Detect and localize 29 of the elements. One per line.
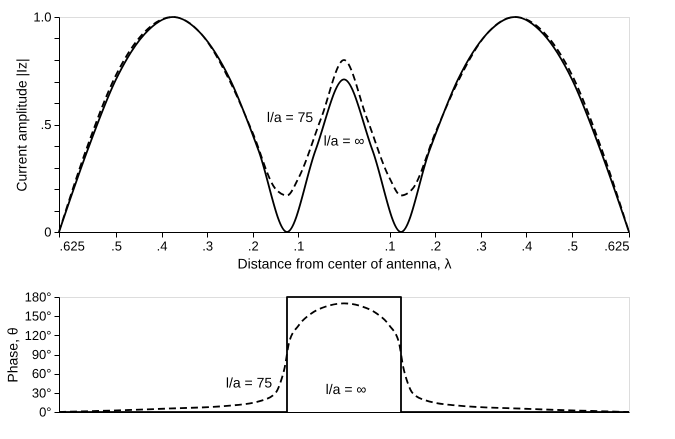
series-label: l/a = 75 — [266, 109, 314, 126]
x-tick-label: .1 — [384, 238, 396, 254]
x-tick-label: .625 — [60, 238, 85, 254]
y-tick-label: 180° — [24, 290, 52, 304]
y-tick-label: 90° — [32, 347, 52, 362]
y-tick-label: 60° — [32, 366, 52, 382]
x-tick-label: .2 — [430, 238, 442, 254]
y-tick-label: 1.0 — [33, 10, 52, 24]
text: l/a = ∞ — [326, 381, 366, 397]
x-tick-label: .625 — [604, 238, 630, 254]
y-tick-label: 30° — [32, 385, 52, 400]
series-label: l/a = 75 — [226, 374, 272, 390]
y-axis-title: Current amplitude |Iz| — [13, 58, 30, 192]
x-tick-label: .5 — [567, 238, 578, 254]
y-tick-label: 150° — [24, 308, 52, 324]
x-tick-label: .1 — [293, 238, 304, 254]
y-tick-label: 120° — [24, 328, 52, 343]
x-tick-label: .3 — [202, 238, 214, 254]
y-tick-label: 0 — [44, 224, 52, 240]
y-tick-label: 0° — [39, 404, 52, 420]
y-tick-label: .5 — [40, 117, 52, 132]
x-tick-label: .5 — [111, 238, 122, 254]
series-label: l/a = ∞ — [324, 132, 364, 148]
x-tick-label: .3 — [476, 238, 487, 254]
x-tick-label: .4 — [521, 238, 532, 254]
x-tick-label: .2 — [248, 238, 259, 254]
x-tick-label: .4 — [156, 238, 168, 254]
x-axis-title: Distance from center of antenna, λ — [238, 256, 452, 272]
y-axis-title: Phase, θ — [4, 327, 21, 383]
